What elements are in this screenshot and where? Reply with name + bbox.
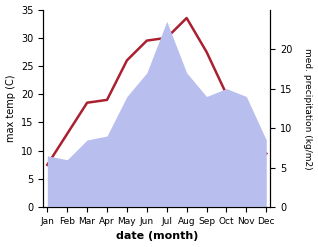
- Y-axis label: max temp (C): max temp (C): [5, 75, 16, 142]
- X-axis label: date (month): date (month): [116, 231, 198, 242]
- Y-axis label: med. precipitation (kg/m2): med. precipitation (kg/m2): [303, 48, 313, 169]
